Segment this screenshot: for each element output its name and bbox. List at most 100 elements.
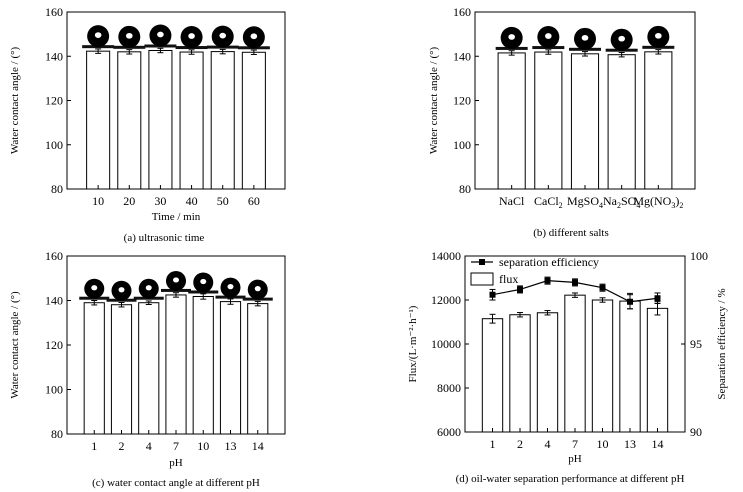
x-tick-label: 7 [572,437,578,451]
bar [210,51,235,190]
x-tick-label-text: CaCl [534,194,559,208]
water-droplet-icon-highlight [219,32,227,39]
x-tick-label: CaCl2 [534,194,563,210]
x-tick-label: 1 [91,439,97,453]
line-point [654,295,661,302]
x-tick-label: Mg(NO3)2 [633,194,683,210]
y-axis-label: Water contact angle / (°) [9,46,21,154]
x-tick-label: 4 [545,437,551,451]
bar [534,51,563,190]
y-tick-label: 80 [51,427,63,441]
y-tick-label: 160 [45,5,63,19]
x-tick-label: 50 [217,194,229,208]
bar [192,295,214,435]
water-droplet-icon-highlight [91,285,98,291]
bar [241,51,266,190]
water-droplet-icon-highlight [145,285,152,291]
x-tick-label: 2 [517,437,523,451]
x-tick-label: 7 [173,439,179,453]
water-droplet-icon-highlight [254,286,261,292]
water-droplet-icon-highlight [94,32,102,39]
x-tick-label-text: Na [603,194,618,208]
bar [497,52,526,190]
x-tick-label-subscript: 2 [679,201,683,210]
x-tick-label-text: SO [621,194,637,208]
x-tick-label: 20 [123,194,135,208]
bar [591,299,614,433]
y-tick-label: 10000 [431,337,461,351]
legend-bar-swatch [470,272,494,286]
x-tick-label-text: MgSO [567,194,599,208]
x-tick-label: 40 [186,194,198,208]
x-tick-label: 14 [252,439,264,453]
x-tick-label-subscript: 2 [559,201,563,210]
water-droplet-icon-highlight [125,32,133,39]
panel-caption: (a) ultrasonic time [124,232,205,244]
y-tick-label: 80 [51,182,63,196]
x-tick-label: 10 [92,194,104,208]
bar [646,307,669,433]
x-tick-label-subscript: 4 [599,201,603,210]
bar [110,304,133,435]
y-axis-label: Water contact angle / (°) [9,291,21,399]
y-tick-label: 6000 [437,425,461,439]
x-tick-label: 2 [119,439,125,453]
y-tick-label: 12000 [431,293,461,307]
y-tick-label: 8000 [437,381,461,395]
y-tick-label: 140 [45,49,63,63]
bar [570,53,600,190]
legend-line-marker [479,259,485,265]
bar [83,302,105,435]
x-tick-label: MgSO4 [567,194,603,210]
x-tick-label: 1 [490,437,496,451]
y-tick-label: 140 [45,294,63,308]
line-point [599,284,606,291]
y-tick-label: 120 [453,94,471,108]
water-droplet-icon-highlight [655,32,662,39]
x-tick-label: 13 [624,437,636,451]
x-tick-label-text: Mg(NO [633,194,671,208]
x-tick-label: Na2SO4 [603,194,640,210]
y-tick-label: 100 [45,383,63,397]
y-tick-label: 160 [453,5,471,19]
x-tick-label: 10 [597,437,609,451]
x-tick-label-text: NaCl [499,194,525,208]
y-tick-label: 160 [45,249,63,263]
water-droplet-icon-highlight [581,34,589,41]
y2-tick-label: 90 [690,425,702,439]
bar [644,51,673,190]
water-droplet-icon-highlight [118,287,125,293]
y-tick-label: 100 [45,138,63,152]
y-tick-label: 120 [45,338,63,352]
legend-label-efficiency: separation efficiency [499,255,599,269]
bar [117,51,142,190]
line-point [627,298,633,305]
x-axis-label: pH [169,457,183,469]
x-tick-label-subscript: 2 [617,201,621,210]
x-tick-label: 14 [652,437,664,451]
water-droplet-icon-highlight [173,277,179,283]
bar [165,294,187,435]
x-tick-label: 60 [248,194,260,208]
water-droplet-icon-highlight [545,33,552,39]
bar [138,302,160,435]
water-droplet-icon-highlight [200,278,207,285]
chart-panel-c: 80 100 120 140 160 1 2 4 7 10 13 14 pH Water contact … [9,249,286,489]
line-point [517,286,523,293]
water-droplet-icon-highlight [250,33,258,40]
y2-tick-label: 95 [690,337,702,351]
bar [481,318,504,433]
panel-caption: (c) water contact angle at different pH [92,477,260,489]
water-droplet-icon-highlight [508,34,515,40]
x-tick-label-subscript: 4 [636,201,640,210]
line-point [489,291,496,298]
chart-panel-d: 6000 8000 10000 12000 14000 1 2 4 7 10 13 14 90 95 100… [407,249,728,485]
x-tick-label: 30 [154,194,166,208]
water-droplet-icon-highlight [227,284,234,290]
bar [607,54,636,190]
x-tick-label: 10 [197,439,209,453]
bar [148,49,173,190]
x-tick-label: 13 [225,439,237,453]
